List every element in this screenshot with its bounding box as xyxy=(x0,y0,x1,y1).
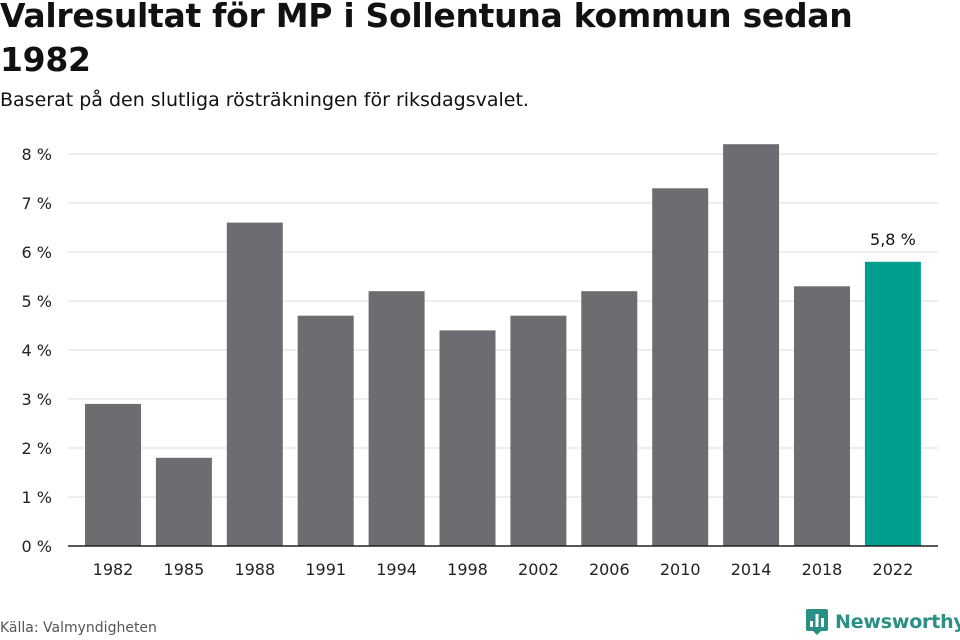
x-tick-label: 2014 xyxy=(731,560,772,579)
y-tick-label: 2 % xyxy=(22,439,52,458)
bar-2022 xyxy=(864,261,921,546)
bar-1994 xyxy=(368,291,425,546)
brand-name: Newsworthy xyxy=(835,611,960,633)
y-tick-label: 1 % xyxy=(22,488,52,507)
y-tick-label: 8 % xyxy=(22,145,52,164)
gridlines xyxy=(68,153,938,498)
x-tick-label: 1988 xyxy=(234,560,275,579)
newsworthy-logo: Newsworthy xyxy=(805,608,960,636)
bar-1988 xyxy=(226,222,283,546)
x-tick-labels: 1982 1985 1988 1991 1994 1998 2002 2006 2010 2014… xyxy=(93,560,914,579)
bar-2010 xyxy=(652,188,709,547)
x-tick-label: 2018 xyxy=(802,560,843,579)
x-tick-label: 1985 xyxy=(164,560,205,579)
x-tick-label: 1994 xyxy=(376,560,417,579)
bar-1985 xyxy=(155,457,212,546)
y-tick-label: 6 % xyxy=(22,243,52,262)
y-tick-label: 3 % xyxy=(22,390,52,409)
bar-1998 xyxy=(439,330,496,546)
bar-2002 xyxy=(510,315,567,546)
y-tick-label: 7 % xyxy=(22,194,52,213)
bar-1991 xyxy=(297,315,354,546)
x-tick-label: 2002 xyxy=(518,560,559,579)
x-tick-label: 2006 xyxy=(589,560,630,579)
y-tick-label: 4 % xyxy=(22,341,52,360)
bar-2014 xyxy=(723,144,780,546)
bar-chart-icon xyxy=(806,609,828,635)
bar-2018 xyxy=(794,286,850,546)
y-tick-labels: 0 % 1 % 2 % 3 % 4 % 5 % 6 % 7 % 8 % xyxy=(22,145,52,556)
data-label: 5,8 % xyxy=(870,230,916,249)
bar-2006 xyxy=(581,291,638,546)
x-tick-label: 1982 xyxy=(93,560,134,579)
y-tick-label: 0 % xyxy=(22,537,52,556)
chart-title: Valresultat för MP i Sollentuna kommun s… xyxy=(0,0,853,79)
data-labels: 5,8 % xyxy=(870,230,916,249)
x-tick-label: 1991 xyxy=(305,560,346,579)
bars xyxy=(85,144,921,547)
x-tick-label: 2010 xyxy=(660,560,701,579)
x-tick-label: 1998 xyxy=(447,560,488,579)
source-note: Källa: Valmyndigheten xyxy=(0,620,157,636)
bar-1982 xyxy=(85,403,141,546)
x-tick-label: 2022 xyxy=(873,560,914,579)
y-tick-label: 5 % xyxy=(22,292,52,311)
chart-subtitle: Baserat på den slutliga rösträkningen fö… xyxy=(0,89,529,111)
